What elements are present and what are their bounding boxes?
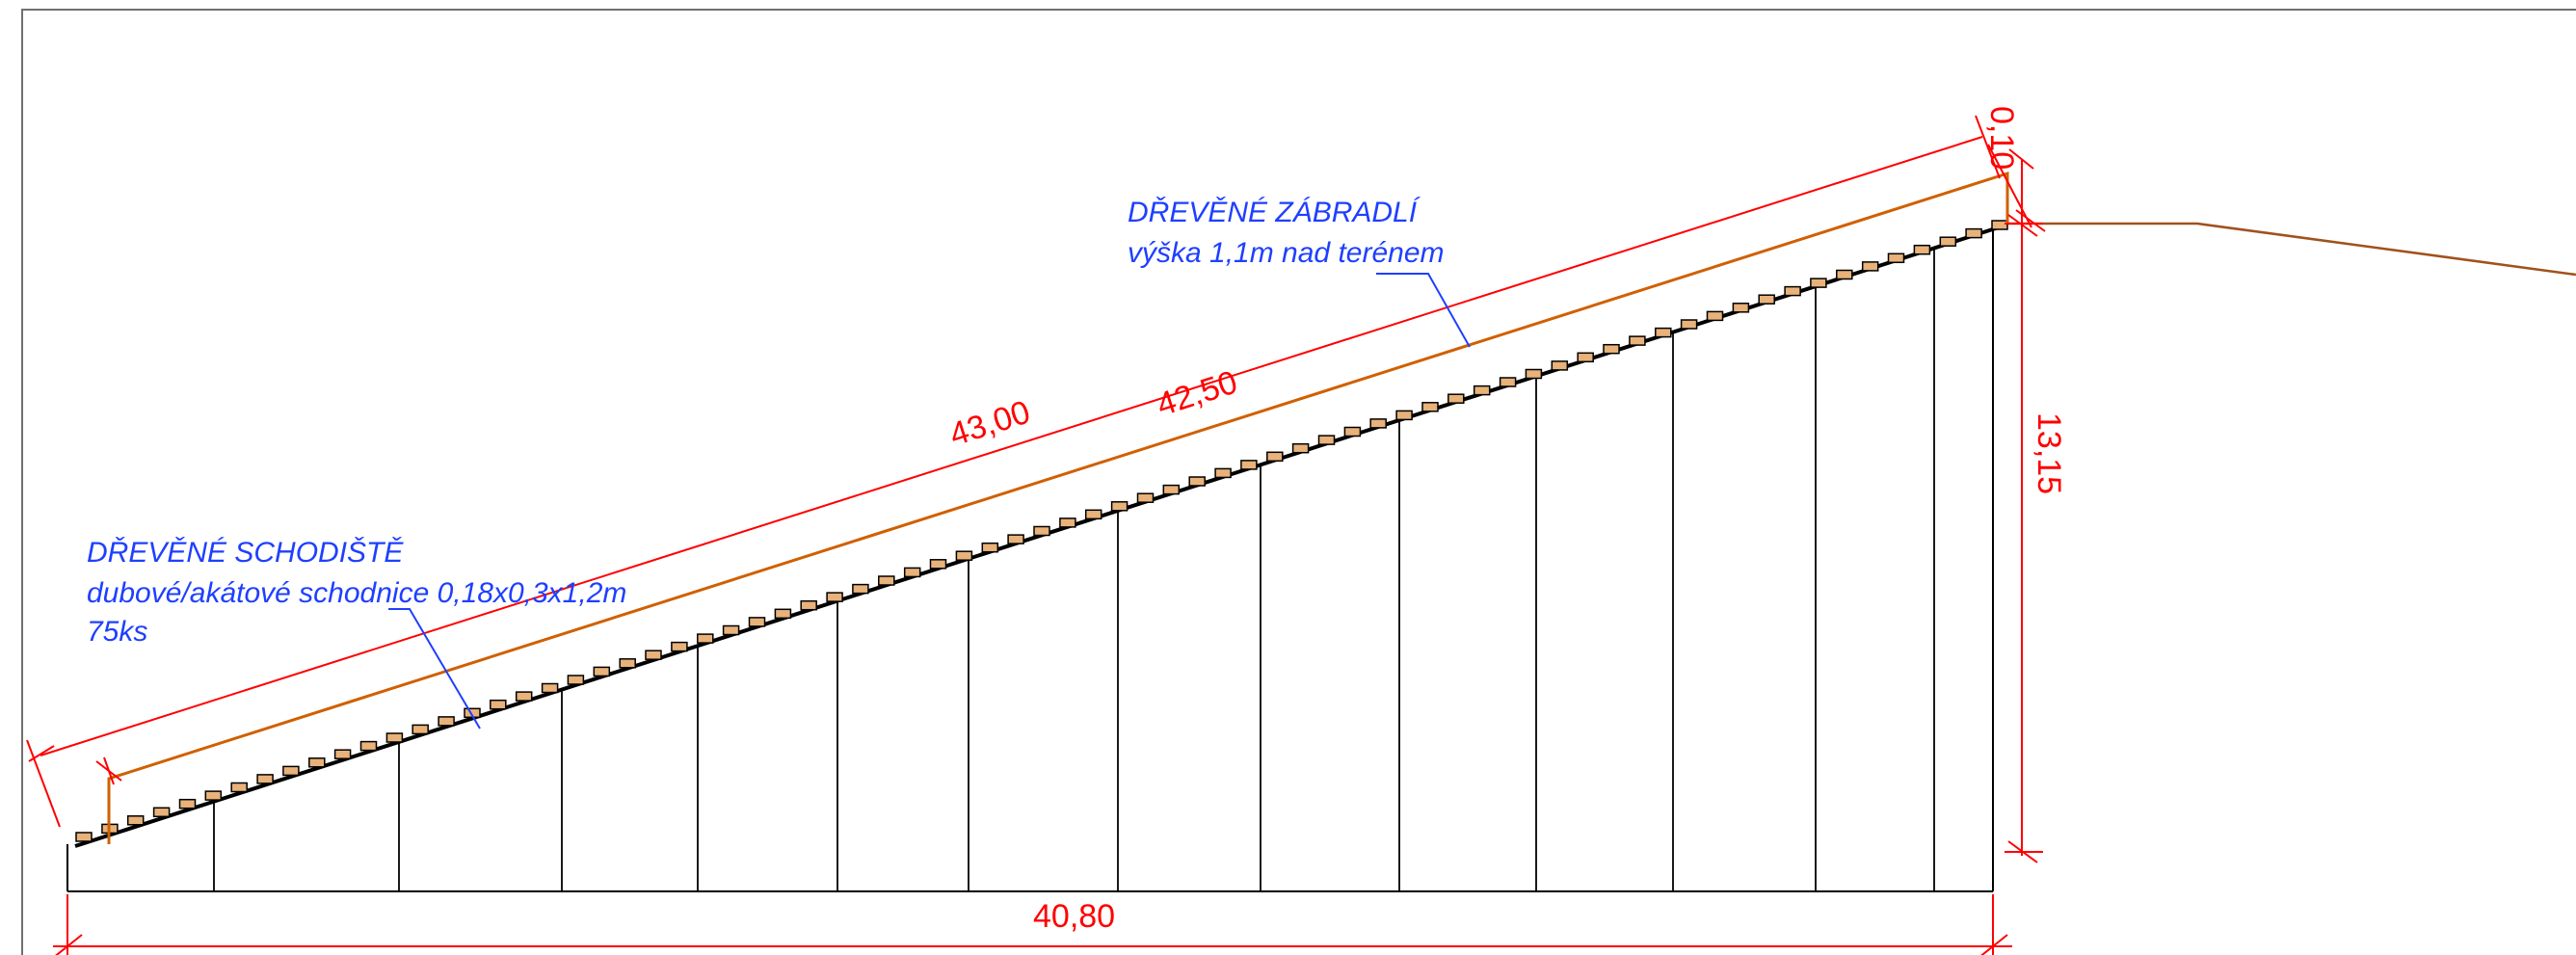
stair-step <box>593 666 611 677</box>
dimension-label-railing: 42,50 <box>1153 364 1242 424</box>
note-stairs-line1: dubové/akátové schodnice 0,18x0,3x1,2m <box>87 577 626 609</box>
stair-step <box>826 592 843 602</box>
stair-step <box>1836 269 1853 280</box>
note-railing-line1: výška 1,1m nad terénem <box>1128 237 1445 269</box>
stair-step <box>282 765 300 777</box>
stair-step <box>1525 368 1543 380</box>
railing <box>107 171 2009 844</box>
stair-step <box>1266 451 1284 463</box>
stair-step <box>1655 327 1672 338</box>
stair-step <box>722 624 740 636</box>
stair-step <box>1162 484 1181 495</box>
stair-step <box>1188 476 1206 487</box>
stair-step <box>1317 435 1336 445</box>
stair-step <box>412 724 429 735</box>
stair-step <box>256 774 274 784</box>
stair-step <box>438 716 455 727</box>
stair-step <box>1758 294 1775 305</box>
stair-step <box>1084 509 1102 520</box>
stair-step <box>1965 227 1982 239</box>
dimension-horizontal <box>53 894 2012 955</box>
stair-step <box>697 633 714 644</box>
stair-step <box>567 675 585 685</box>
stair-step <box>1395 410 1413 421</box>
stair-step <box>1887 252 1905 264</box>
stair-step <box>852 583 869 595</box>
stair-step <box>878 575 895 586</box>
stair-step <box>671 641 688 652</box>
note-stairs-line2: 75ks <box>87 616 147 648</box>
note-stairs-leader <box>388 608 481 730</box>
stair-step <box>1240 460 1258 470</box>
stair-step <box>1913 244 1931 255</box>
note-railing-title: DŘEVĚNÉ ZÁBRADLÍ <box>1128 197 1421 228</box>
stair-step <box>1732 303 1750 313</box>
stair-step <box>929 559 947 570</box>
stair-step <box>774 608 792 620</box>
stair-step <box>75 832 93 842</box>
stair-step <box>385 732 404 743</box>
stair-step <box>359 740 378 752</box>
stair-base <box>66 224 1994 892</box>
stair-step <box>152 807 171 818</box>
stair-step <box>1499 377 1517 387</box>
railing-dimension-tick <box>95 756 122 785</box>
stair-step <box>1939 236 1957 247</box>
stair-step <box>1369 418 1387 429</box>
stair-step <box>800 599 817 611</box>
stair-step <box>1603 343 1620 355</box>
stair-step <box>1784 285 1801 297</box>
dimension-label-horizontal: 40,80 <box>1033 898 1115 935</box>
stair-step <box>1007 534 1024 544</box>
stair-step <box>1421 402 1439 412</box>
stair-step <box>903 567 921 578</box>
stair-step <box>1810 278 1827 288</box>
stair-step <box>126 815 145 826</box>
stair-step <box>1033 525 1050 537</box>
stair-step <box>1110 501 1129 512</box>
stair-step <box>1136 492 1155 503</box>
stair-step <box>1551 360 1569 371</box>
stair-step <box>204 790 223 801</box>
stair-step <box>1343 426 1362 438</box>
stair-steps <box>75 220 2008 842</box>
terrain-line <box>2005 222 2576 277</box>
stair-step <box>645 650 662 660</box>
stair-step <box>1291 442 1310 454</box>
dimension-slope-43 <box>26 115 2001 828</box>
dimension-height <box>2005 159 2043 863</box>
stair-step <box>178 798 197 809</box>
stair-step <box>1059 517 1076 528</box>
stair-step <box>515 691 533 702</box>
stair-step <box>1706 310 1724 322</box>
note-railing-leader <box>1376 273 1471 348</box>
stair-step <box>748 617 766 627</box>
stair-step <box>1680 319 1698 330</box>
stair-step <box>333 749 352 759</box>
dimension-label-slope: 43,00 <box>945 394 1035 454</box>
stair-step <box>619 658 636 669</box>
note-stairs-title: DŘEVĚNÉ SCHODIŠTĚ <box>87 536 404 569</box>
stair-step <box>1861 261 1879 272</box>
stair-step <box>1577 352 1594 363</box>
stair-step <box>230 782 248 793</box>
stair-step <box>1473 385 1491 396</box>
stair-step <box>955 550 973 561</box>
stair-step <box>1991 220 2008 230</box>
stair-step <box>981 542 999 553</box>
stair-step <box>1447 393 1465 404</box>
dimension-label-height: 13,15 <box>2031 412 2067 494</box>
stair-step <box>490 699 507 710</box>
stair-step <box>308 757 326 768</box>
drawing-frame <box>21 9 2576 955</box>
stair-step <box>541 682 559 694</box>
support-posts <box>213 248 1935 891</box>
stair-step <box>1629 335 1646 346</box>
stair-step <box>1214 467 1232 479</box>
dimension-label-top-offset: 0,10 <box>1983 106 2020 170</box>
